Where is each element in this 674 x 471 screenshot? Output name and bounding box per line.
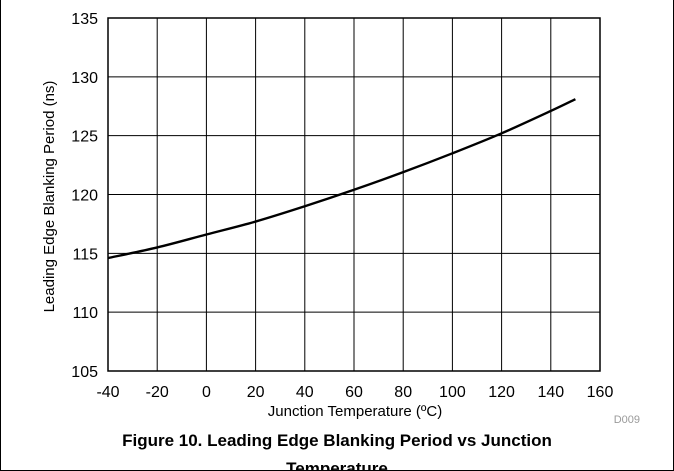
line-chart: -40 -20 0 20 40 60 80 100 120 140 160 105 110 115 120… (41, 11, 640, 426)
figure-caption-line2: Temperature (286, 459, 388, 471)
x-tick-label: 80 (394, 384, 412, 401)
y-axis-label: Leading Edge Blanking Period (ns) (41, 81, 58, 313)
y-tick-label: 110 (72, 305, 98, 322)
grid-lines (107, 17, 601, 372)
figure-code: D009 (614, 414, 640, 426)
x-axis-label: Junction Temperature (ºC) (268, 403, 442, 420)
x-tick-label: -20 (146, 384, 169, 401)
x-tick-labels: -40 -20 0 20 40 60 80 100 120 140 160 (96, 384, 613, 401)
y-tick-label: 115 (72, 246, 98, 263)
y-tick-label: 125 (71, 129, 98, 146)
x-tick-label: 20 (247, 384, 265, 401)
y-tick-label: 120 (71, 188, 98, 205)
x-tick-label: 0 (202, 384, 211, 401)
y-tick-label: 135 (71, 11, 98, 28)
x-tick-label: 40 (296, 384, 314, 401)
x-tick-label: 140 (537, 384, 564, 401)
y-tick-label: 130 (71, 70, 98, 87)
figure-caption-line1: Figure 10. Leading Edge Blanking Period … (122, 431, 552, 450)
x-tick-label: 160 (587, 384, 614, 401)
x-tick-label: 100 (439, 384, 466, 401)
x-tick-label: 120 (488, 384, 515, 401)
y-tick-labels: 105 110 115 120 125 130 135 (71, 11, 98, 381)
y-tick-label: 105 (71, 364, 98, 381)
plot-border (107, 17, 601, 372)
series-line (107, 98, 576, 260)
x-tick-label: 60 (345, 384, 363, 401)
x-tick-label: -40 (96, 384, 119, 401)
